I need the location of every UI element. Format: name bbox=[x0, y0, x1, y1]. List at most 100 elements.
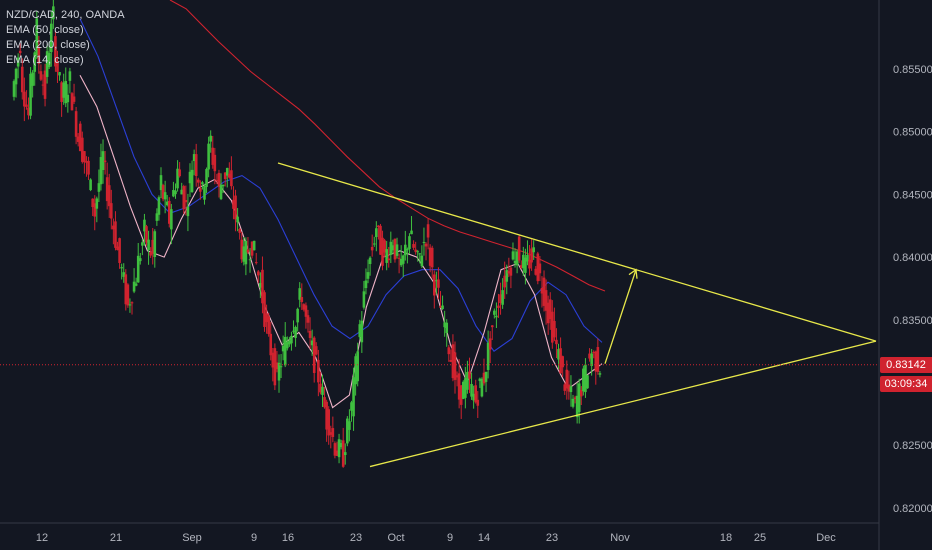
candle-body bbox=[14, 68, 18, 85]
candle-body bbox=[546, 302, 550, 324]
candle-body bbox=[596, 347, 600, 372]
candle-body bbox=[294, 326, 297, 338]
candle-body bbox=[215, 180, 219, 182]
candle-body bbox=[31, 72, 34, 86]
candle-body bbox=[532, 247, 535, 253]
bar-countdown-tag: 03:09:34 bbox=[880, 375, 932, 392]
candle-body bbox=[33, 52, 37, 72]
candle-body bbox=[519, 265, 523, 269]
candle-body bbox=[273, 348, 277, 386]
candle-body bbox=[343, 452, 347, 455]
candle-body bbox=[138, 258, 142, 262]
candle-body bbox=[333, 443, 337, 456]
candle-body bbox=[288, 340, 291, 345]
legend-ema14[interactable]: EMA (14, close) bbox=[6, 54, 84, 66]
candle-body bbox=[182, 186, 186, 210]
candle-body bbox=[341, 440, 345, 467]
candle-body bbox=[87, 160, 90, 175]
candle-body bbox=[209, 135, 212, 142]
candle-body bbox=[147, 239, 150, 251]
candle-body bbox=[571, 398, 575, 407]
y-tick-label: 0.85000 bbox=[893, 127, 932, 139]
candle-body bbox=[319, 383, 322, 393]
candle-body bbox=[393, 238, 397, 260]
candle-body bbox=[598, 373, 602, 375]
candle-body bbox=[435, 280, 438, 282]
candle-body bbox=[493, 310, 496, 315]
candle-body bbox=[170, 209, 173, 230]
candle-body bbox=[296, 308, 299, 323]
candle-body bbox=[213, 154, 217, 172]
candle-body bbox=[76, 136, 80, 142]
candle-body bbox=[176, 168, 179, 189]
candle-body bbox=[64, 80, 68, 104]
legend-ema200[interactable]: EMA (200, close) bbox=[6, 39, 90, 51]
candle-body bbox=[232, 199, 235, 209]
candle-body bbox=[155, 213, 159, 221]
candle-body bbox=[116, 246, 119, 251]
candle-body bbox=[263, 292, 266, 327]
candle-body bbox=[252, 240, 256, 251]
candle-body bbox=[74, 111, 78, 137]
candle-body bbox=[269, 333, 273, 356]
candle-body bbox=[470, 383, 473, 397]
candle-body bbox=[188, 171, 192, 184]
candle-body bbox=[505, 270, 509, 282]
candle-body bbox=[464, 378, 467, 398]
candle-body bbox=[563, 384, 567, 391]
candle-body bbox=[41, 84, 45, 86]
candle-body bbox=[105, 177, 109, 202]
candle-body bbox=[499, 294, 502, 304]
candle-body bbox=[455, 375, 459, 378]
candle-body bbox=[416, 251, 420, 253]
candle-body bbox=[495, 315, 498, 318]
candle-body bbox=[242, 246, 246, 262]
candle-body bbox=[327, 409, 331, 436]
candle-body bbox=[522, 254, 525, 269]
candle-body bbox=[110, 203, 113, 219]
y-tick-label: 0.85500 bbox=[893, 64, 932, 76]
candle-body bbox=[279, 366, 283, 368]
candle-body bbox=[362, 291, 366, 308]
candle-body bbox=[217, 172, 221, 187]
candle-body bbox=[306, 315, 310, 323]
candle-body bbox=[331, 428, 335, 437]
candle-body bbox=[310, 340, 314, 346]
candle-body bbox=[395, 244, 399, 256]
candle-body bbox=[461, 381, 465, 399]
candle-body bbox=[391, 245, 395, 251]
candle-body bbox=[136, 255, 140, 283]
x-tick-label: 14 bbox=[478, 532, 490, 544]
candle-body bbox=[412, 244, 415, 248]
candle-body bbox=[277, 362, 281, 381]
candle-body bbox=[23, 91, 26, 107]
candle-body bbox=[27, 107, 30, 116]
candle-body bbox=[383, 240, 386, 253]
candle-body bbox=[366, 272, 370, 279]
candle-body bbox=[321, 386, 324, 395]
candle-body bbox=[457, 373, 461, 400]
candle-body bbox=[244, 240, 248, 265]
legend-ema50[interactable]: EMA (50, close) bbox=[6, 24, 84, 36]
y-tick-label: 0.83500 bbox=[893, 315, 932, 327]
candle-body bbox=[540, 287, 544, 294]
candle-body bbox=[348, 421, 351, 430]
candle-body bbox=[377, 225, 380, 228]
candle-body bbox=[565, 369, 569, 389]
candle-body bbox=[360, 320, 364, 343]
candle-body bbox=[58, 72, 61, 76]
candle-body bbox=[259, 282, 262, 288]
candle-body bbox=[205, 169, 208, 187]
candle-body bbox=[449, 359, 453, 362]
candle-body bbox=[488, 338, 492, 350]
candle-body bbox=[172, 189, 175, 197]
candle-body bbox=[180, 189, 184, 195]
candle-body bbox=[317, 359, 320, 383]
candle-body bbox=[281, 345, 285, 352]
candle-body bbox=[112, 225, 115, 230]
candle-body bbox=[482, 372, 486, 384]
candle-body bbox=[151, 239, 155, 254]
candle-body bbox=[575, 395, 579, 418]
